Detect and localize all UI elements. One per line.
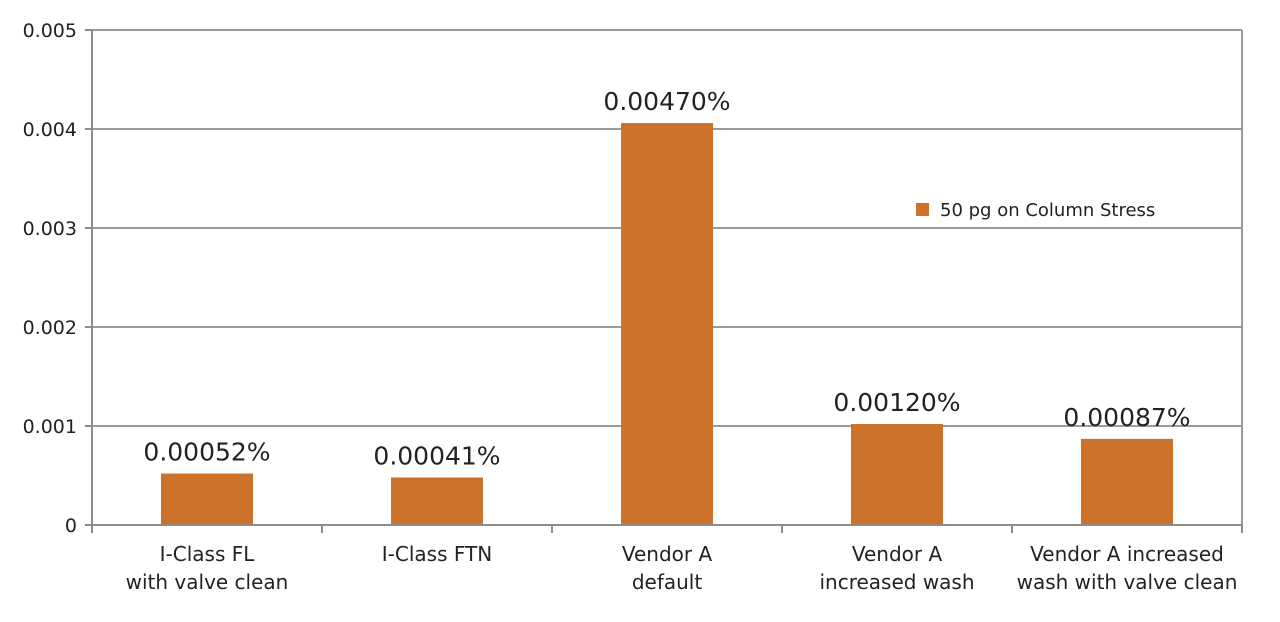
bar <box>1081 438 1173 525</box>
legend-swatch <box>916 203 929 216</box>
x-axis-categories: I-Class FL with valve clean I-Class FTN Ven… <box>126 542 1238 594</box>
y-tick-label: 0.003 <box>23 218 77 240</box>
data-labels: 0.00052% 0.00041% 0.00470% 0.00120% 0.00087% <box>143 87 1190 470</box>
y-tick-label: 0 <box>65 515 77 537</box>
bar <box>161 473 253 525</box>
data-label: 0.00120% <box>833 388 960 417</box>
x-category-label: increased wash <box>819 570 974 594</box>
data-label: 0.00087% <box>1063 403 1190 432</box>
bars <box>161 123 1173 525</box>
x-category-label: wash with valve clean <box>1017 570 1238 594</box>
bar <box>391 477 483 525</box>
data-label: 0.00041% <box>373 441 500 470</box>
x-category-label: Vendor A <box>852 542 943 566</box>
x-category-label: I-Class FTN <box>382 542 492 566</box>
x-category-label: I-Class FL <box>160 542 256 566</box>
x-category-label: with valve clean <box>126 570 289 594</box>
y-tick-label: 0.001 <box>23 416 77 438</box>
x-category-label: Vendor A increased <box>1030 542 1224 566</box>
legend-label: 50 pg on Column Stress <box>940 200 1155 221</box>
y-tick-label: 0.002 <box>23 317 77 339</box>
bar <box>851 424 943 525</box>
y-tick-label: 0.005 <box>23 20 77 42</box>
x-category-label: default <box>632 570 703 594</box>
data-label: 0.00052% <box>143 438 270 467</box>
y-axis-ticks: 0 0.001 0.002 0.003 0.004 0.005 <box>23 20 92 537</box>
data-label: 0.00470% <box>603 87 730 116</box>
y-tick-label: 0.004 <box>23 119 77 141</box>
legend: 50 pg on Column Stress <box>916 200 1155 221</box>
bar <box>621 123 713 525</box>
axes <box>91 30 1243 533</box>
x-category-label: Vendor A <box>622 542 713 566</box>
